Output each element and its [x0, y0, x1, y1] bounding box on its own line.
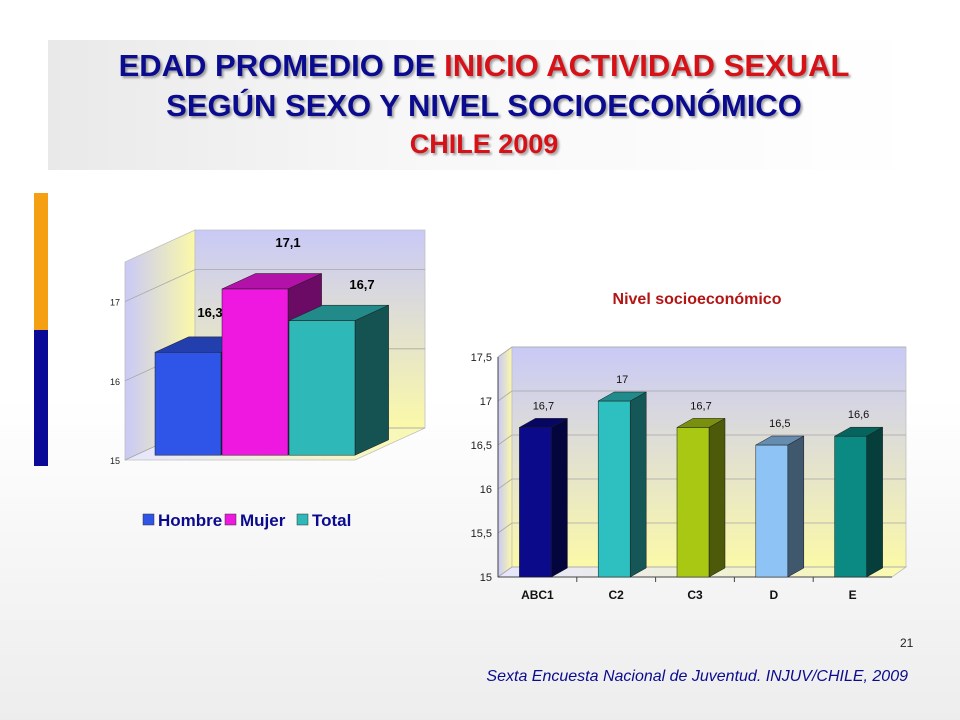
chart1-bar-side — [354, 304, 389, 456]
chart2-value-label: 16,5 — [769, 418, 790, 430]
title-line-2: SEGÚN SEXO Y NIVEL SOCIOECONÓMICO — [166, 88, 802, 123]
title-line-1: EDAD PROMEDIO DE INICIO ACTIVIDAD SEXUAL — [48, 46, 920, 86]
accent-bar-navy — [34, 330, 48, 466]
chart2-y-tick-label: 17,5 — [471, 352, 492, 364]
chart2-gridline — [497, 390, 906, 402]
chart1-y-tick-label: 16 — [110, 377, 120, 387]
chart2-value-label: 16,7 — [533, 400, 554, 412]
chart2-title: Nivel socioeconómico — [613, 291, 782, 308]
chart2-gridline — [497, 434, 906, 446]
chart1-bar-top — [221, 273, 322, 290]
chart2-bar — [834, 435, 867, 578]
chart2-value-label: 16,6 — [848, 409, 869, 421]
title-band — [48, 40, 920, 170]
chart2-y-tick-label: 17 — [480, 396, 492, 408]
chart2-bar-side — [629, 391, 647, 578]
chart2-value-label: 17 — [616, 374, 628, 386]
chart1-bar — [154, 351, 222, 456]
chart1-legend-swatch — [142, 513, 155, 526]
chart2-gridline — [497, 346, 906, 358]
chart1-legend-label: Hombre — [158, 511, 222, 530]
chart1-value-label: 16,7 — [349, 277, 374, 292]
chart1-legend-swatch — [296, 513, 309, 526]
chart1-legend-label: Total — [312, 511, 351, 530]
chart2-bar — [519, 427, 552, 578]
chart2-bar-top — [754, 435, 805, 446]
chart2-bar — [676, 427, 710, 578]
chart2-bar — [597, 400, 631, 578]
chart1-gridline — [124, 269, 425, 302]
chart2-y-tick-label: 15,5 — [471, 528, 492, 540]
chart1-bar — [221, 288, 289, 456]
accent-bar-orange — [34, 193, 48, 330]
chart2-bar-top — [676, 418, 726, 428]
chart1-legend-label: Mujer — [240, 511, 286, 530]
chart2-bar — [755, 444, 789, 578]
chart1-y-tick-label: 17 — [110, 298, 120, 308]
chart1-legend-swatch — [224, 513, 237, 526]
chart1-y-tick-label: 15 — [110, 456, 120, 466]
chart2-bar-top — [833, 426, 884, 437]
title-part-2: INICIO ACTIVIDAD SEXUAL — [444, 48, 850, 83]
chart2-bar-side — [787, 435, 805, 578]
chart2-bar-top — [597, 391, 648, 402]
chart2-y-tick-label: 16 — [480, 484, 492, 496]
page-number: 21 — [900, 636, 914, 650]
chart2-category-label: D — [769, 588, 778, 602]
slide-title: EDAD PROMEDIO DE INICIO ACTIVIDAD SEXUAL… — [48, 46, 920, 162]
chart2-y-tick-label: 15 — [480, 572, 492, 584]
chart2-category-label: C2 — [609, 588, 625, 602]
chart2-bar-side — [708, 417, 726, 578]
chart1-bar — [288, 320, 356, 456]
chart1-value-label: 17,1 — [275, 235, 300, 250]
chart2-bar-side — [551, 417, 568, 578]
chart2-y-tick-label: 16,5 — [471, 440, 492, 452]
chart1-bar-top — [288, 304, 389, 321]
source-citation: Sexta Encuesta Nacional de Juventud. INJ… — [486, 668, 908, 685]
title-part-1: EDAD PROMEDIO DE — [118, 48, 445, 83]
title-line-3: CHILE 2009 — [409, 129, 559, 159]
chart2-bar-top — [518, 418, 569, 428]
chart1-value-label: 16,3 — [197, 305, 222, 320]
chart2-category-label: C3 — [687, 588, 703, 602]
chart2-bar-side — [866, 426, 883, 578]
chart2-category-label: ABC1 — [521, 588, 554, 602]
chart2-side-wall — [497, 346, 513, 578]
chart2-category-label: E — [849, 588, 857, 602]
chart2-value-label: 16,7 — [690, 400, 711, 412]
